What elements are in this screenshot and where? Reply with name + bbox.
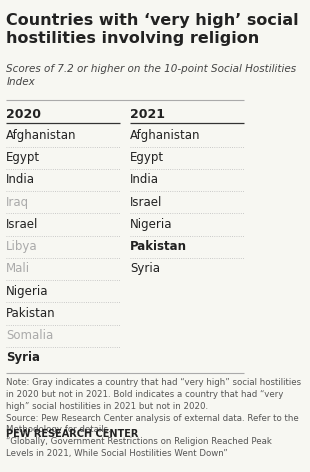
- Text: Nigeria: Nigeria: [6, 285, 49, 298]
- Text: Mali: Mali: [6, 262, 30, 275]
- Text: India: India: [130, 173, 159, 186]
- Text: Pakistan: Pakistan: [130, 240, 187, 253]
- Text: 2020: 2020: [6, 108, 41, 121]
- Text: Libya: Libya: [6, 240, 38, 253]
- Text: India: India: [6, 173, 35, 186]
- Text: Nigeria: Nigeria: [130, 218, 173, 231]
- Text: Afghanistan: Afghanistan: [6, 129, 77, 142]
- Text: Scores of 7.2 or higher on the 10-point Social Hostilities
Index: Scores of 7.2 or higher on the 10-point …: [6, 64, 296, 86]
- Text: Egypt: Egypt: [6, 151, 41, 164]
- Text: PEW RESEARCH CENTER: PEW RESEARCH CENTER: [6, 429, 139, 439]
- Text: Countries with ‘very high’ social
hostilities involving religion: Countries with ‘very high’ social hostil…: [6, 13, 299, 46]
- Text: Israel: Israel: [130, 195, 162, 209]
- Text: 2021: 2021: [130, 108, 165, 121]
- Text: Egypt: Egypt: [130, 151, 164, 164]
- Text: Note: Gray indicates a country that had “very high” social hostilities
in 2020 b: Note: Gray indicates a country that had …: [6, 378, 301, 458]
- Text: Syria: Syria: [6, 352, 40, 364]
- Text: Pakistan: Pakistan: [6, 307, 56, 320]
- Text: Syria: Syria: [130, 262, 160, 275]
- Text: Iraq: Iraq: [6, 195, 29, 209]
- Text: Afghanistan: Afghanistan: [130, 129, 201, 142]
- Text: Somalia: Somalia: [6, 329, 54, 342]
- Text: Israel: Israel: [6, 218, 39, 231]
